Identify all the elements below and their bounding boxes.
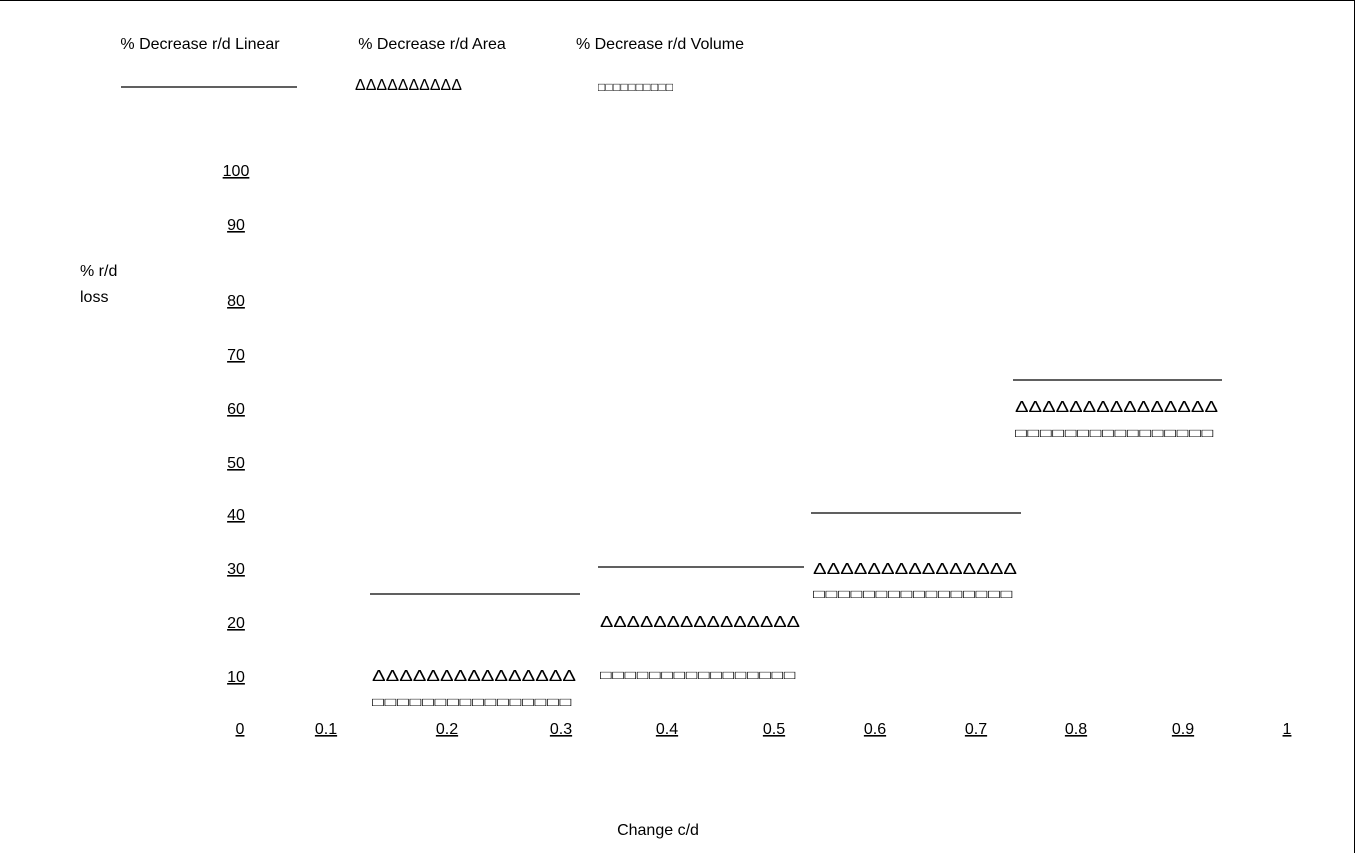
y-tick-label: 90 <box>227 217 245 234</box>
area-segment: ΔΔΔΔΔΔΔΔΔΔΔΔΔΔΔ <box>1015 399 1218 416</box>
x-tick-label: 0.7 <box>965 721 987 738</box>
y-axis-label-line2: loss <box>80 289 108 306</box>
x-tick-label: 0.9 <box>1172 721 1194 738</box>
series-layer: ΔΔΔΔΔΔΔΔΔΔΔΔΔΔΔ ΔΔΔΔΔΔΔΔΔΔΔΔΔΔΔ ΔΔΔΔΔΔΔΔΔΔ… <box>370 379 1222 709</box>
volume-segment: □□□□□□□□□□□□□□□□ <box>600 668 796 682</box>
area-segment: ΔΔΔΔΔΔΔΔΔΔΔΔΔΔΔ <box>372 668 576 685</box>
y-tick-label: 50 <box>227 455 245 472</box>
x-tick-label: 0.5 <box>763 721 785 738</box>
x-tick-label: 0 <box>236 721 245 738</box>
x-tick-label: 0.8 <box>1065 721 1087 738</box>
y-tick-label: 60 <box>227 401 245 418</box>
area-segment: ΔΔΔΔΔΔΔΔΔΔΔΔΔΔΔ <box>813 561 1017 578</box>
y-tick-label: 100 <box>223 163 250 180</box>
x-tick-label: 1 <box>1283 721 1292 738</box>
x-tick-label: 0.2 <box>436 721 458 738</box>
y-tick-label: 70 <box>227 347 245 364</box>
y-axis-label-line1: % r/d <box>80 263 117 280</box>
y-tick-label: 80 <box>227 293 245 310</box>
legend-label-area: % Decrease r/d Area <box>358 36 506 53</box>
legend-marker-area: ΔΔΔΔΔΔΔΔΔΔ <box>355 77 462 94</box>
y-tick-label: 10 <box>227 669 245 686</box>
x-axis-label: Change c/d <box>617 822 699 839</box>
volume-segment: □□□□□□□□□□□□□□□□ <box>372 695 572 709</box>
y-tick-label: 30 <box>227 561 245 578</box>
area-segment: ΔΔΔΔΔΔΔΔΔΔΔΔΔΔΔ <box>600 614 800 631</box>
x-tick-label: 0.1 <box>315 721 337 738</box>
x-ticks: 0 0.1 0.2 0.3 0.4 0.5 0.6 0.7 0.8 0.9 1 <box>236 721 1292 738</box>
legend-marker-volume: □□□□□□□□□□ <box>598 80 673 94</box>
legend: % Decrease r/d Linear % Decrease r/d Are… <box>120 36 744 94</box>
volume-segment: □□□□□□□□□□□□□□□□ <box>813 587 1013 601</box>
x-tick-label: 0.6 <box>864 721 886 738</box>
volume-segment: □□□□□□□□□□□□□□□□ <box>1015 426 1214 440</box>
legend-label-linear: % Decrease r/d Linear <box>120 36 280 53</box>
y-tick-label: 20 <box>227 615 245 632</box>
y-ticks: 100 90 80 70 60 50 40 30 20 10 <box>223 163 250 686</box>
x-tick-label: 0.4 <box>656 721 678 738</box>
y-tick-label: 40 <box>227 507 245 524</box>
x-tick-label: 0.3 <box>550 721 572 738</box>
legend-label-volume: % Decrease r/d Volume <box>576 36 744 53</box>
